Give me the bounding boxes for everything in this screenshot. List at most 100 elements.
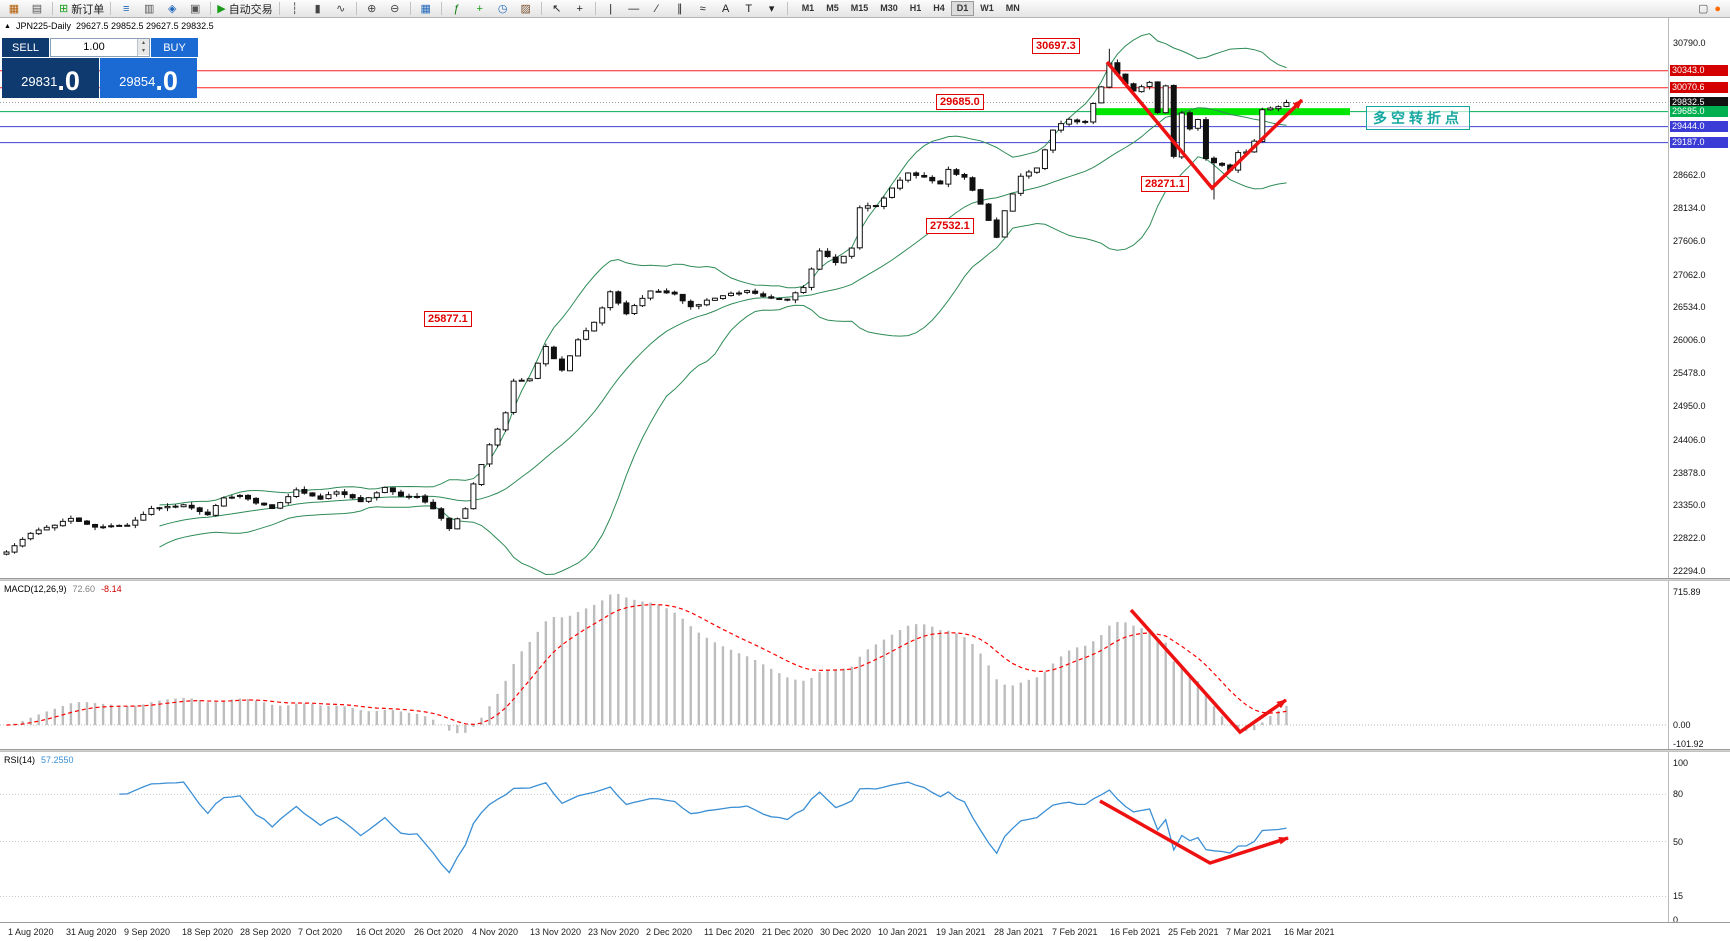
volume-increase-icon[interactable]: ▴ <box>138 39 149 47</box>
panel-splitter[interactable] <box>0 578 1730 581</box>
notification-badge[interactable]: ● <box>1714 2 1721 15</box>
date-label: 4 Nov 2020 <box>472 927 519 937</box>
price-axis: 30790.0 28662.0 28134.0 27606.0 27062.0 26534… <box>1668 18 1730 925</box>
timeframe-w1[interactable]: W1 <box>980 3 994 13</box>
chart-title: ▲ JPN225-Daily 29627.5 29852.5 29627.5 2… <box>4 21 214 31</box>
price-axis-tick: 23878.0 <box>1673 467 1706 478</box>
bar-chart-icon[interactable]: ┆ <box>291 3 298 15</box>
price-axis-tick: 22294.0 <box>1673 566 1706 576</box>
price-axis-tick: 24406.0 <box>1673 434 1706 445</box>
price-axis-label: 29832.5 <box>1670 97 1728 108</box>
chart-profiles-icon[interactable]: ▤ <box>31 3 43 15</box>
buy-price-dec: .0 <box>155 66 178 96</box>
toolbar: ▦ ▤ ⊞ 新订单 ≡ ▥ ◈ ▣ ▶ 自动交易 ┆ ▮ ∿ ⊕ ⊖ ▦ ƒ + ◷ ▨ ↖ + | — ∕ ∥ ≈ A T ▾ M1 M5 M… <box>0 0 1730 18</box>
price-axis-label: 30070.6 <box>1670 82 1728 94</box>
line-chart-icon[interactable]: ∿ <box>336 3 346 15</box>
timeframe-d1[interactable]: D1 <box>950 1 975 16</box>
new-chart-icon[interactable]: ▦ <box>8 3 20 15</box>
indicators-icon[interactable]: ƒ <box>453 2 460 15</box>
candlestick-chart-icon[interactable]: ▮ <box>314 3 321 15</box>
zoom-out-icon[interactable]: ⊖ <box>390 3 400 15</box>
timeframe-m1[interactable]: M1 <box>801 3 815 13</box>
fullscreen-icon[interactable]: ▢ <box>1697 3 1709 15</box>
date-label: 16 Oct 2020 <box>356 927 406 937</box>
price-annotation: 28271.1 <box>1141 176 1189 192</box>
macd-name: MACD(12,26,9) <box>4 584 67 594</box>
volume-spinner: ▴ ▾ <box>137 39 149 56</box>
date-label: 7 Mar 2021 <box>1226 927 1272 937</box>
price-axis-tick: 26006.0 <box>1673 335 1706 346</box>
rsi-axis-tick: 50 <box>1673 836 1684 847</box>
date-label: 21 Dec 2020 <box>762 927 814 937</box>
price-annotation: 27532.1 <box>926 218 974 234</box>
date-label: 31 Aug 2020 <box>66 927 117 937</box>
trendline-icon[interactable]: ∕ <box>655 2 658 15</box>
toolbar-separator <box>786 2 788 15</box>
timeframe-m15[interactable]: M15 <box>850 3 869 13</box>
panel-splitter[interactable] <box>0 749 1730 752</box>
timeframe-h4[interactable]: H4 <box>933 3 945 13</box>
toolbar-right: ▢ ● <box>1697 2 1727 16</box>
tile-windows-icon[interactable]: ▦ <box>420 3 431 15</box>
date-label: 11 Dec 2020 <box>704 927 755 937</box>
cursor-icon[interactable]: ↖ <box>552 3 562 15</box>
macd-axis-tick: -101.92 <box>1673 739 1704 749</box>
periods-icon[interactable]: ◷ <box>497 3 508 15</box>
date-label: 25 Feb 2021 <box>1168 927 1219 937</box>
fibonacci-icon[interactable]: ≈ <box>699 2 706 15</box>
sell-price-button[interactable]: 29831.0 <box>2 58 99 98</box>
vertical-line-icon[interactable]: | <box>609 2 613 15</box>
date-label: 2 Dec 2020 <box>646 927 693 937</box>
price-annotation: 25877.1 <box>424 311 472 327</box>
date-label: 30 Dec 2020 <box>820 927 872 937</box>
new-order-icon: ⊞ <box>59 3 69 15</box>
channel-icon[interactable]: ∥ <box>676 3 683 15</box>
data-window-icon[interactable]: ▥ <box>144 3 155 15</box>
sell-button[interactable]: SELL <box>2 38 49 57</box>
price-axis-tick: 25478.0 <box>1673 368 1706 379</box>
chart-canvas[interactable] <box>0 18 1668 941</box>
buy-button[interactable]: BUY <box>151 38 198 57</box>
rsi-axis-tick: 0 <box>1673 915 1679 925</box>
market-watch-icon[interactable]: ≡ <box>123 2 130 15</box>
shapes-icon[interactable]: ▾ <box>768 3 775 15</box>
symbol-marker-icon: ▲ <box>4 22 11 30</box>
auto-trading-button[interactable]: ▶ 自动交易 <box>215 1 274 17</box>
text-icon[interactable]: A <box>722 2 730 15</box>
horizontal-line-icon[interactable]: — <box>628 2 640 15</box>
timeframe-m30[interactable]: M30 <box>880 3 898 13</box>
timeframe-m5[interactable]: M5 <box>826 3 839 13</box>
crosshair-icon[interactable]: + <box>576 2 583 15</box>
date-label: 18 Sep 2020 <box>182 927 234 937</box>
price-axis-tick: 26534.0 <box>1673 302 1706 313</box>
date-label: 28 Sep 2020 <box>240 927 292 937</box>
volume-value: 1.00 <box>83 41 105 53</box>
trend-note: 多空转折点 <box>1366 106 1470 130</box>
rsi-value: 57.2550 <box>41 755 74 765</box>
macd-signal-value: -8.14 <box>101 584 122 594</box>
timeframe-mn[interactable]: MN <box>1005 3 1020 13</box>
volume-decrease-icon[interactable]: ▾ <box>138 47 149 55</box>
price-axis-tick: 27062.0 <box>1673 269 1706 280</box>
zoom-in-icon[interactable]: ⊕ <box>367 3 377 15</box>
chart-symbol-label: JPN225-Daily <box>15 21 71 31</box>
toolbar-separator <box>355 2 357 15</box>
price-annotation: 30697.3 <box>1032 38 1080 54</box>
buy-price-button[interactable]: 29854.0 <box>100 58 197 98</box>
time-axis: 1 Aug 2020 31 Aug 2020 9 Sep 2020 18 Sep 20… <box>0 922 1730 941</box>
navigator-icon[interactable]: ◈ <box>167 3 177 15</box>
toolbar-separator <box>52 2 53 15</box>
rsi-indicator-label: RSI(14) 57.2550 <box>4 755 74 765</box>
toolbar-separator <box>594 2 596 15</box>
buy-price-int: 29854 <box>119 74 156 89</box>
rsi-axis-tick: 100 <box>1673 758 1689 768</box>
rsi-axis-tick: 15 <box>1673 891 1684 902</box>
add-indicator-icon[interactable]: + <box>476 2 483 15</box>
timeframe-h1[interactable]: H1 <box>909 3 922 13</box>
volume-input[interactable]: 1.00 ▴ ▾ <box>50 38 150 57</box>
templates-icon[interactable]: ▨ <box>520 3 531 15</box>
new-order-button[interactable]: ⊞ 新订单 <box>57 1 106 17</box>
terminal-icon[interactable]: ▣ <box>190 3 201 15</box>
label-icon[interactable]: T <box>745 2 753 15</box>
date-label: 28 Jan 2021 <box>994 927 1044 937</box>
